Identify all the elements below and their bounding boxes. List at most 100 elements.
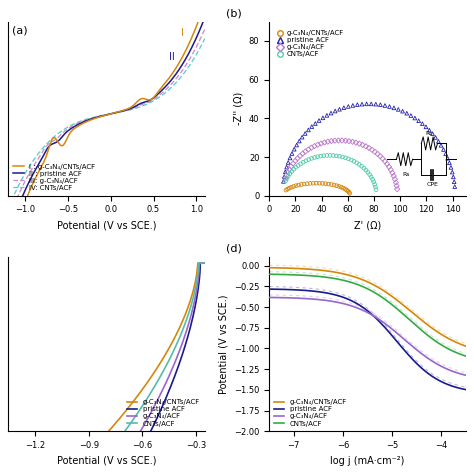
Point xyxy=(336,153,343,160)
Point xyxy=(449,173,457,181)
Point xyxy=(317,152,324,160)
Point xyxy=(286,170,294,177)
Point xyxy=(294,155,301,162)
Point xyxy=(301,130,309,137)
Point xyxy=(282,177,290,185)
Point xyxy=(292,157,299,164)
Point xyxy=(346,190,354,197)
X-axis label: log j (mA·cm⁻²): log j (mA·cm⁻²) xyxy=(330,456,405,465)
Point xyxy=(329,152,337,159)
Point xyxy=(359,141,366,149)
Point xyxy=(324,138,332,146)
Point xyxy=(386,103,393,110)
Point xyxy=(284,172,292,180)
Point xyxy=(411,114,419,122)
Point xyxy=(428,130,436,137)
Point xyxy=(286,154,294,162)
Point xyxy=(312,180,320,187)
Point xyxy=(328,181,335,188)
Point xyxy=(365,144,373,152)
Point xyxy=(345,103,352,110)
Point xyxy=(356,140,363,147)
Point xyxy=(363,100,370,108)
Point xyxy=(381,157,389,165)
Point xyxy=(349,101,356,109)
Text: (a): (a) xyxy=(12,25,28,35)
Point xyxy=(327,109,335,117)
Point xyxy=(297,160,304,168)
Point xyxy=(345,155,352,163)
Point xyxy=(339,153,346,161)
Point xyxy=(311,120,319,128)
Point xyxy=(362,166,370,174)
Point xyxy=(306,180,314,187)
X-axis label: Potential (V vs SCE.): Potential (V vs SCE.) xyxy=(57,456,156,465)
X-axis label: Z' (Ω): Z' (Ω) xyxy=(354,220,381,230)
Point xyxy=(440,146,447,153)
Point xyxy=(284,169,292,176)
Point xyxy=(310,180,317,187)
Point xyxy=(325,180,332,188)
Point xyxy=(432,134,439,141)
Point xyxy=(352,139,360,146)
Legend: g-C₃N₄/CNTs/ACF, pristine ACF, g-C₃N₄/ACF, CNTs/ACF: g-C₃N₄/CNTs/ACF, pristine ACF, g-C₃N₄/AC… xyxy=(273,398,349,428)
Point xyxy=(284,185,292,193)
Point xyxy=(376,153,384,160)
Point xyxy=(372,186,380,193)
Point xyxy=(339,184,347,192)
Point xyxy=(393,182,401,190)
Point xyxy=(308,155,315,162)
Point xyxy=(356,161,363,168)
Point xyxy=(377,101,384,109)
Point xyxy=(369,175,376,183)
Point xyxy=(314,153,321,161)
Point xyxy=(328,137,335,145)
Point xyxy=(370,178,377,186)
Point xyxy=(345,137,353,145)
Point xyxy=(282,168,289,175)
Point xyxy=(333,152,340,160)
Point xyxy=(322,180,329,187)
Point xyxy=(294,162,302,169)
Point xyxy=(288,150,296,157)
Point xyxy=(285,184,293,192)
Point xyxy=(305,146,312,153)
Point xyxy=(290,182,297,190)
Point xyxy=(296,152,304,160)
Point xyxy=(341,185,349,193)
Point xyxy=(295,137,303,145)
Point xyxy=(422,123,430,131)
Point xyxy=(323,111,331,119)
Point xyxy=(393,185,401,193)
Point xyxy=(442,150,449,158)
Point xyxy=(311,154,319,161)
Point xyxy=(315,117,323,124)
Point xyxy=(335,137,342,144)
Point xyxy=(323,152,331,159)
Point xyxy=(291,146,298,153)
Point xyxy=(385,163,393,171)
Point xyxy=(319,180,326,187)
Point xyxy=(394,106,402,113)
Point xyxy=(288,168,296,175)
Y-axis label: -Z'' (Ω): -Z'' (Ω) xyxy=(233,92,243,125)
Point xyxy=(289,160,297,167)
Point xyxy=(331,107,339,115)
Point xyxy=(444,155,451,162)
Point xyxy=(301,180,308,188)
Point xyxy=(368,146,376,154)
Point xyxy=(362,143,370,150)
Point xyxy=(283,174,291,182)
Point xyxy=(308,123,316,130)
Point xyxy=(392,179,400,186)
Point xyxy=(301,147,309,155)
Point xyxy=(290,165,298,173)
Point xyxy=(381,102,389,109)
Point xyxy=(285,165,293,173)
Point xyxy=(340,104,347,111)
Point xyxy=(399,108,406,115)
X-axis label: Potential (V vs SCE.): Potential (V vs SCE.) xyxy=(57,220,156,230)
Point xyxy=(320,152,328,159)
Point xyxy=(302,157,310,164)
Point xyxy=(372,183,379,191)
